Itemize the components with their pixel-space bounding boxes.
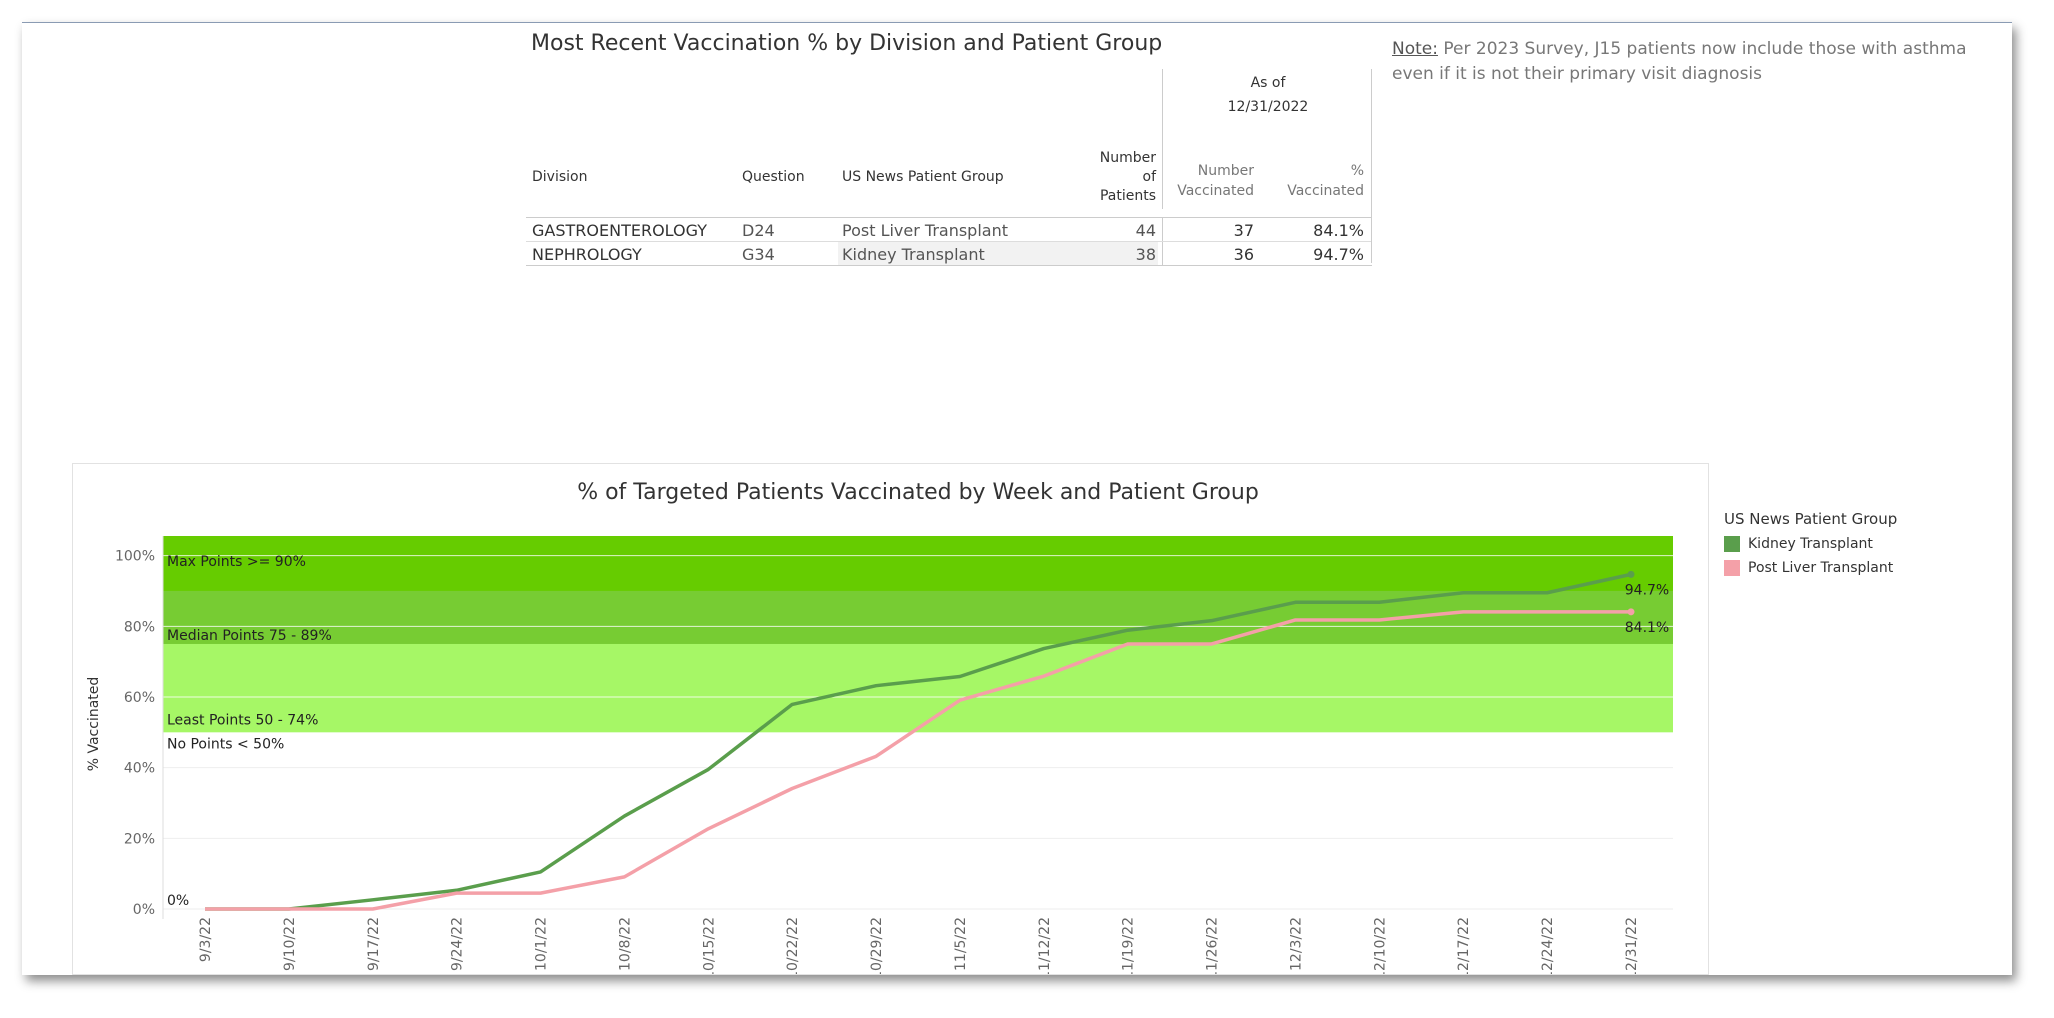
legend-title: US News Patient Group (1724, 510, 1898, 528)
cell-vaccinated: 37 (1233, 221, 1254, 240)
chart-container: % of Targeted Patients Vaccinated by Wee… (72, 463, 1709, 980)
y-tick-label: 40% (124, 761, 155, 777)
col-group: US News Patient Group (842, 169, 1004, 185)
x-tick-label: 9/3/22 (198, 917, 214, 962)
band-label: No Points < 50% (167, 736, 284, 752)
band-1 (163, 590, 1673, 644)
as-of-header: As of 12/31/2022 (1162, 69, 1373, 209)
col-vaccinated-pct: % Vaccinated (1266, 161, 1364, 201)
col-patients: Number of Patients (1086, 149, 1156, 206)
y-axis-label: % Vaccinated (86, 677, 102, 772)
cell-question: G34 (742, 245, 775, 264)
series-line-0 (205, 572, 1632, 911)
x-tick-label: 10/15/22 (701, 917, 717, 974)
x-tick-label: 10/8/22 (617, 917, 633, 971)
table-title: Most Recent Vaccination % by Division an… (531, 31, 1163, 56)
note-label: Note: (1392, 39, 1438, 59)
x-tick-label: 12/3/22 (1288, 917, 1304, 971)
as-of-date: 12/31/2022 (1227, 99, 1309, 115)
end-label: 84.1% (1625, 620, 1669, 636)
cell-group: Post Liver Transplant (842, 221, 1008, 240)
legend-item-kidney[interactable]: Kidney Transplant (1724, 532, 1897, 556)
cell-question: D24 (742, 221, 775, 240)
as-of-label: As of (1250, 75, 1286, 91)
line-chart: % of Targeted Patients Vaccinated by Wee… (86, 480, 1673, 980)
table-row: GASTROENTEROLOGY D24 Post Liver Transpla… (526, 218, 1372, 242)
col-vacc-num-l2: Vaccinated (1177, 183, 1254, 199)
x-tick-label: 9/17/22 (366, 917, 382, 971)
x-tick-label: 10/22/22 (785, 917, 801, 974)
col-question: Question (742, 169, 805, 185)
legend: US News Patient Group Kidney Transplant … (1724, 510, 1897, 580)
col-patients-l2: of (1142, 169, 1157, 185)
col-vacc-pct-l2: Vaccinated (1287, 183, 1364, 199)
x-tick-label: 12/10/22 (1372, 917, 1388, 974)
band-label: Max Points >= 90% (167, 554, 306, 570)
x-tick-label: 9/24/22 (450, 917, 466, 971)
dashboard-canvas: Most Recent Vaccination % by Division an… (22, 22, 2012, 980)
col-vacc-pct-l1: % (1350, 163, 1364, 179)
y-tick-label: 0% (133, 902, 155, 918)
x-tick-label: 10/1/22 (534, 917, 550, 971)
end-label: 94.7% (1625, 582, 1669, 598)
table-row: NEPHROLOGY G34 Kidney Transplant 38 36 9… (526, 242, 1372, 266)
x-tick-label: 11/26/22 (1205, 917, 1221, 974)
y-tick-label: 80% (124, 619, 155, 635)
col-vaccinated-num: Number Vaccinated (1168, 161, 1254, 201)
col-division: Division (532, 169, 588, 185)
cell-pct: 84.1% (1313, 221, 1364, 240)
x-tick-label: 11/12/22 (1037, 917, 1053, 974)
series-line-1 (205, 610, 1631, 911)
note-body: Per 2023 Survey, J15 patients now includ… (1392, 39, 1967, 84)
cell-vaccinated: 36 (1233, 245, 1254, 264)
legend-swatch-kidney (1724, 536, 1740, 552)
legend-label-kidney: Kidney Transplant (1748, 536, 1873, 552)
data-point (1627, 570, 1635, 578)
y-tick-label: 20% (124, 831, 155, 847)
table-body: GASTROENTEROLOGY D24 Post Liver Transpla… (526, 217, 1372, 266)
legend-label-liver: Post Liver Transplant (1748, 560, 1894, 576)
y-tick-label: 100% (115, 549, 155, 565)
x-tick-label: 9/10/22 (282, 917, 298, 971)
chart-title: % of Targeted Patients Vaccinated by Wee… (577, 480, 1259, 505)
legend-item-liver[interactable]: Post Liver Transplant (1724, 556, 1897, 580)
cell-pct: 94.7% (1313, 245, 1364, 264)
x-tick-label: 11/19/22 (1121, 917, 1137, 974)
x-tick-label: 12/17/22 (1456, 917, 1472, 974)
data-point (1627, 608, 1635, 616)
cell-group: Kidney Transplant (842, 245, 985, 264)
y-tick-label: 60% (124, 690, 155, 706)
cell-division: GASTROENTEROLOGY (532, 221, 707, 240)
col-vacc-num-l1: Number (1197, 163, 1254, 179)
note-text: Note: Per 2023 Survey, J15 patients now … (1392, 37, 2002, 87)
x-tick-label: 11/5/22 (953, 917, 969, 971)
cell-patients: 44 (1135, 221, 1156, 240)
col-patients-l1: Number (1099, 150, 1156, 166)
x-tick-label: 12/24/22 (1540, 917, 1556, 974)
col-patients-l3: Patients (1099, 188, 1156, 204)
band-label: Median Points 75 - 89% (167, 628, 332, 644)
cell-division: NEPHROLOGY (532, 245, 642, 264)
band-0 (163, 536, 1673, 591)
band-2 (163, 643, 1673, 733)
x-tick-label: 10/29/22 (869, 917, 885, 974)
x-tick-label: 12/31/22 (1624, 917, 1640, 974)
band-label: Least Points 50 - 74% (167, 712, 318, 728)
cell-patients: 38 (1135, 245, 1156, 264)
zero-label: 0% (167, 893, 189, 909)
legend-swatch-liver (1724, 560, 1740, 576)
